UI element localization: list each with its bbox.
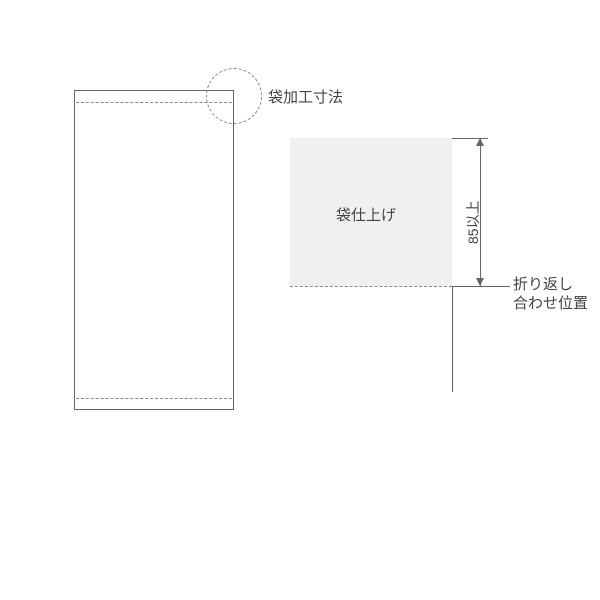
label-fold-line1: 折り返し xyxy=(513,273,573,294)
callout-circle xyxy=(206,68,262,124)
label-fold-line2: 合わせ位置 xyxy=(513,292,588,313)
bag-inner-dashed-bottom xyxy=(76,398,232,399)
dim-arrow-top xyxy=(476,138,484,146)
bag-outline-rect xyxy=(74,90,234,410)
detail-right-edge-extend xyxy=(452,286,453,392)
dim-arrow-bottom xyxy=(476,278,484,286)
label-bag-finish: 袋仕上げ xyxy=(336,204,396,225)
diagram-canvas: 袋加工寸法 袋仕上げ 85以上 折り返し 合わせ位置 xyxy=(0,0,600,600)
label-dim-85: 85以上 xyxy=(463,200,483,244)
dim-tick-bottom xyxy=(452,286,510,287)
label-bag-processing-dim: 袋加工寸法 xyxy=(268,86,343,107)
detail-fold-dashed xyxy=(290,286,452,287)
